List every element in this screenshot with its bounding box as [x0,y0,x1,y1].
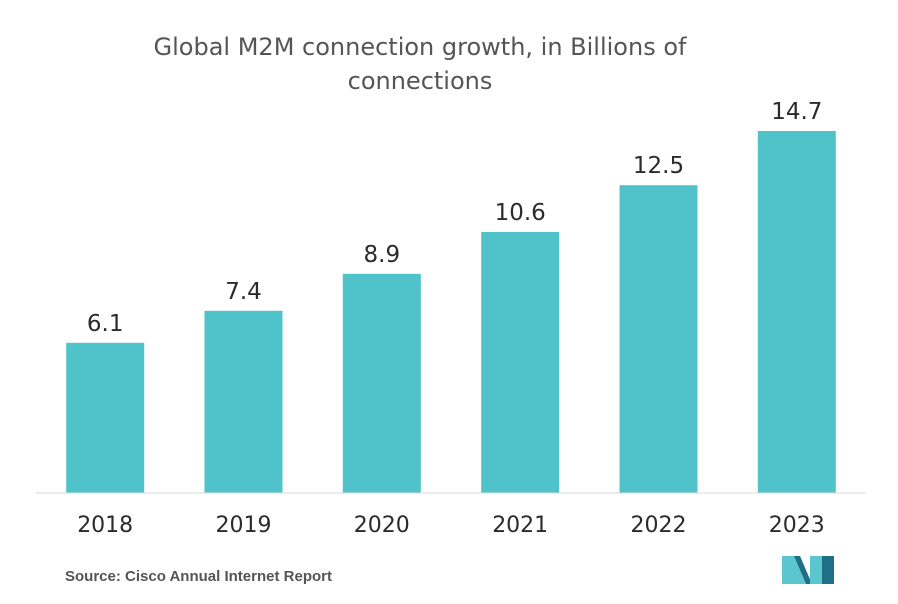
data-label-2018: 6.1 [87,311,124,337]
logo-left-shape [782,556,806,584]
x-tick-label-2023: 2023 [769,513,825,538]
bar-2022 [619,185,698,493]
labels-layer: 6.1 2018 7.4 2019 8.9 2020 10.6 2021 12.5 2022 14.… [77,99,825,538]
x-tick-label-2019: 2019 [216,513,272,538]
x-tick-label-2018: 2018 [77,513,133,538]
data-label-2020: 8.9 [364,242,401,268]
bar-2021 [481,232,560,493]
chart-title: Global M2M connection growth, in Billion… [153,33,687,95]
bar-2020 [342,273,421,493]
data-label-2023: 14.7 [771,99,822,125]
bars-layer [66,131,836,493]
bar-2023 [757,131,836,493]
x-tick-label-2022: 2022 [631,513,687,538]
x-tick-label-2020: 2020 [354,513,410,538]
x-tick-label-2021: 2021 [492,513,548,538]
data-label-2019: 7.4 [225,279,262,305]
source-note: Source: Cisco Annual Internet Report [65,568,332,585]
bar-2018 [66,342,145,493]
logo-right-accent [822,556,834,584]
logo-right-shape [810,556,822,584]
bar-2019 [204,310,283,493]
data-label-2021: 10.6 [495,200,546,226]
data-label-2022: 12.5 [633,153,684,179]
mordor-intelligence-logo-icon [782,556,834,584]
logo-mid-shape [794,556,812,584]
